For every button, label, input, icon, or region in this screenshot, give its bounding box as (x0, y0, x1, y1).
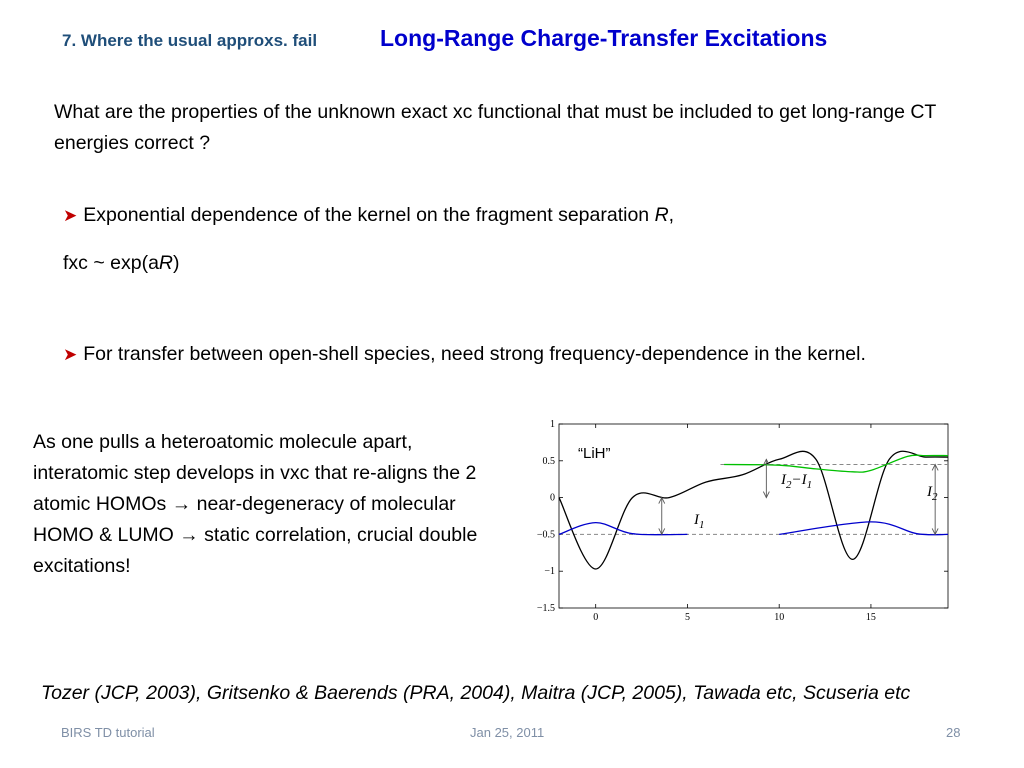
y-tick-label-0: 1 (550, 419, 555, 430)
x-tick-label-1: 5 (685, 612, 690, 622)
arrow-bullet-icon: ➤ (63, 206, 78, 225)
arrow-I2-minus-I1-head-bottom (762, 491, 770, 499)
right-arrow-icon: → (179, 524, 199, 546)
arrow-bullet-icon: ➤ (63, 345, 78, 364)
side-text-part1: As one pulls a heteroatomic molecule apa… (33, 431, 477, 515)
arrow-I2-minus-I1-head-top (762, 458, 770, 466)
section-label: 7. Where the usual approxs. fail (62, 31, 318, 50)
chart-axes (558, 423, 949, 609)
label-I2-base: I (926, 484, 933, 500)
bullet1-tail: , (668, 204, 675, 226)
y-tick-label-1: 0.5 (543, 456, 556, 467)
footer-left: BIRS TD tutorial (61, 725, 155, 740)
label-I2-sub: 2 (932, 491, 938, 503)
side-text-part3: static correlation, crucial double excit… (33, 524, 478, 577)
plot-frame (558, 423, 949, 609)
label-I1: I1 (693, 512, 705, 531)
chart-curves (558, 450, 949, 570)
formula-before: fxc ~ exp(a (63, 252, 159, 274)
series-curve-1 (558, 521, 688, 536)
bullet1-var: R (654, 204, 669, 226)
question-text: What are the properties of the unknown e… (54, 101, 936, 154)
bullet2-text: For transfer between open-shell species,… (83, 343, 866, 365)
series-curve-3 (724, 454, 949, 473)
slide-number: 28 (946, 725, 961, 740)
label-I2: I2 (926, 484, 938, 503)
y-tick-label-5: −1.5 (537, 603, 555, 614)
side-text-part2: near-degeneracy of molecular HOMO & LUMO (33, 493, 456, 546)
kernel-formula: fxc ~ exp(aR) (63, 248, 180, 279)
arrow-I2-head-top (931, 463, 939, 471)
formula-var: R (158, 252, 174, 274)
right-arrow-icon: → (171, 493, 192, 515)
references: Tozer (JCP, 2003), Gritsenko & Baerends … (41, 682, 911, 704)
label-diff-sub2: 1 (807, 479, 813, 491)
label-diff-base1: I (780, 472, 787, 488)
side-paragraph: As one pulls a heteroatomic molecule apa… (33, 427, 488, 582)
label-diff-sub1: 2 (786, 479, 792, 491)
y-tick-label-4: −1 (544, 566, 555, 577)
x-tick-label-3: 15 (866, 612, 876, 622)
energy-arrows (658, 458, 939, 536)
y-tick-label-2: 0 (550, 493, 555, 504)
formula-after: ) (173, 252, 180, 274)
lih-label: “LiH” (578, 445, 611, 462)
footer-date: Jan 25, 2011 (470, 725, 545, 740)
bullet-exponential-dependence: ➤ Exponential dependence of the kernel on… (63, 200, 674, 231)
label-diff-minus: − (792, 472, 802, 488)
slide-title: Long-Range Charge-Transfer Excitations (380, 25, 828, 51)
label-I2-minus-I1: I2−I1 (780, 472, 812, 491)
label-diff-base2: I (801, 472, 808, 488)
arrow-I1-head-top (658, 496, 666, 504)
y-tick-label-3: −0.5 (537, 529, 555, 540)
arrow-I1-head-bottom (658, 528, 666, 536)
label-I1-base: I (693, 512, 700, 528)
bullet1-text: Exponential dependence of the kernel on … (83, 204, 655, 226)
series-curve-2 (779, 521, 949, 536)
x-tick-label-0: 0 (593, 612, 598, 622)
bullet-open-shell: ➤ For transfer between open-shell species… (63, 339, 943, 370)
series-curve-0 (558, 450, 949, 570)
label-I1-sub: 1 (699, 519, 705, 531)
arrow-I2-head-bottom (931, 528, 939, 536)
x-tick-label-2: 10 (774, 612, 784, 622)
